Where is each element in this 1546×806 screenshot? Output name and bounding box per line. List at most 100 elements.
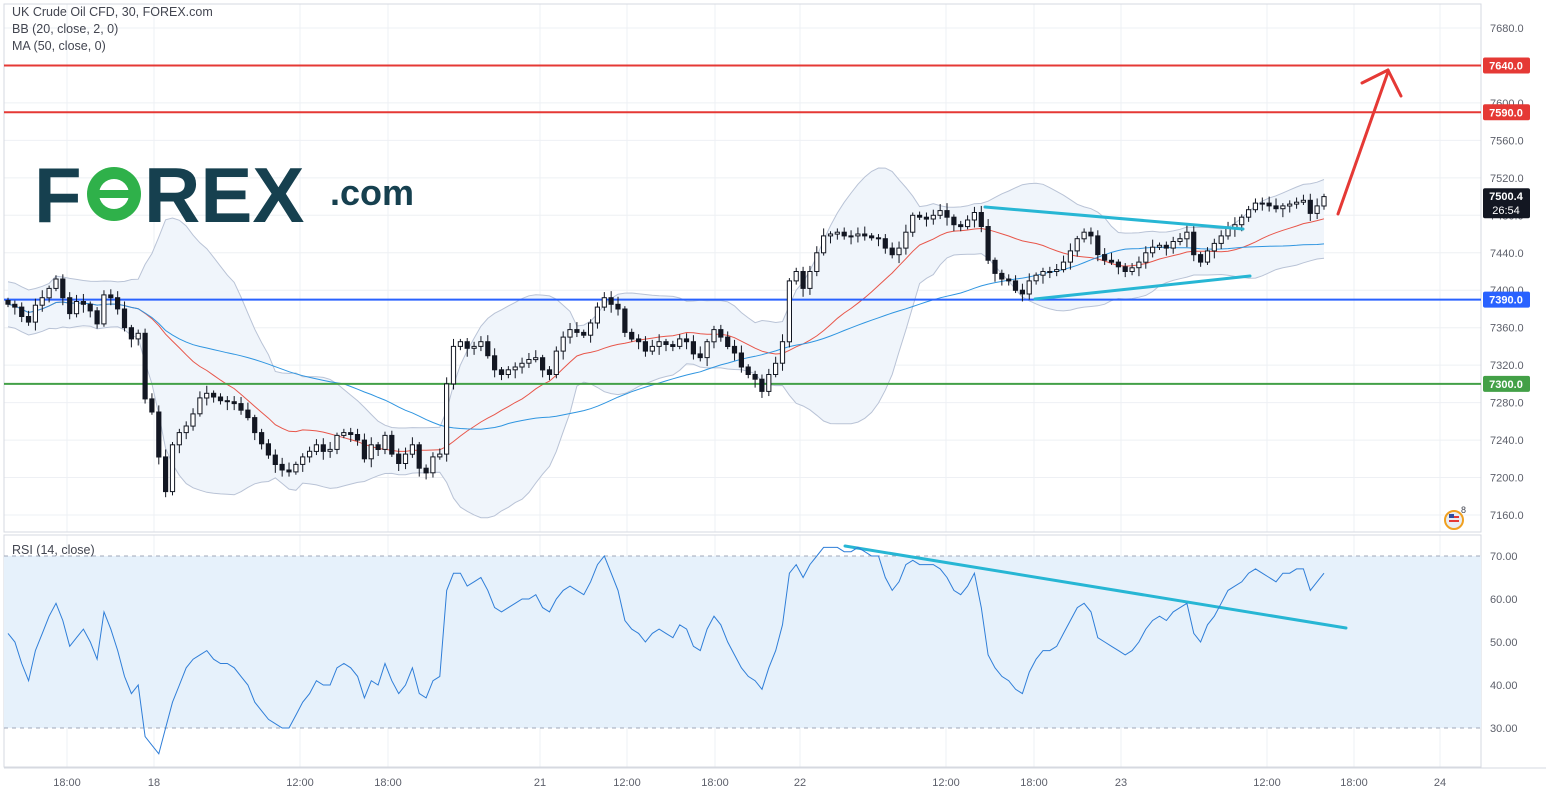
candle-body [231,401,237,405]
candle-body [1074,238,1080,252]
candle-body [409,444,415,455]
candle-body [581,331,587,336]
candle-body [951,216,957,226]
candle-body [53,278,59,289]
candle-body [663,341,669,346]
candle-body [930,214,936,220]
candle-body [869,235,875,239]
candle-body [944,210,950,218]
candle-body [683,338,690,343]
candle-body [910,214,916,233]
candle-body [862,233,868,237]
rsi-tick-label: 50.00 [1490,637,1518,649]
price-labels: 7640.0 7590.0 7500.4 26:54 7390.0 7300.0 [1483,57,1530,392]
candle-body [917,214,923,218]
candle-body [265,443,271,456]
candle-body [1054,269,1060,273]
candle-body [183,425,189,434]
candle-body [533,357,539,361]
candle-body [773,362,779,375]
candle-body [1115,261,1122,268]
symbol-title[interactable]: UK Crude Oil CFD, 30, FOREX.com [12,5,213,19]
candle-body [889,247,895,256]
candle-body [1102,254,1108,261]
candle-body [759,378,765,392]
candle-body [958,224,964,228]
candle-body [217,396,224,402]
candle-body [793,271,799,282]
candle-body [1225,227,1231,237]
breakout-arrow-head-left [1360,68,1390,85]
candle-body [690,341,696,355]
candle-body [786,280,792,343]
rsi-line [7,546,1325,755]
candle-body [519,362,525,368]
candle-body [615,303,621,310]
candle-body [807,271,813,289]
candle-body [135,332,141,340]
candle-body [1273,205,1279,210]
candle-body [348,432,354,436]
candle-body [1088,231,1094,237]
candle-body [1218,235,1224,244]
candle-body [471,345,477,349]
candle-body [1252,202,1259,211]
candle-body [1211,242,1217,252]
candle-body [450,345,457,385]
candle-body [252,417,258,434]
candle-body [574,329,580,333]
candle-body [834,231,840,235]
candle-body [197,397,203,415]
candle-body [560,336,566,352]
rsi-series-line [7,546,1325,755]
flag-events-icon[interactable]: 8 [1443,505,1469,531]
candle-body [779,341,786,364]
price-tick-label: 7320.0 [1490,360,1524,372]
breakout-arrow-head-right [1386,68,1403,98]
candle-body [1266,202,1272,207]
candle-body [1294,201,1300,205]
candle-body [402,453,409,465]
candle-body [1307,199,1313,214]
candle-body [1143,252,1149,263]
candle-body [204,392,210,399]
price-tick-label: 7560.0 [1490,135,1524,147]
candle-body [567,329,573,338]
horizontal-levels [4,64,1481,385]
rsi-tick-label: 30.00 [1490,723,1518,735]
candle-body [190,413,196,427]
bb-legend[interactable]: BB (20, close, 2, 0) [12,22,119,36]
candle-body [505,369,511,375]
candlestick-series [5,193,1327,498]
candle-body [1136,261,1142,269]
candle-body [821,235,827,254]
candle-body [546,369,553,375]
ma-legend[interactable]: MA (50, close, 0) [12,39,106,53]
candle-body [1184,231,1190,240]
time-tick-label: 21 [534,777,546,789]
time-tick-label: 12:00 [1253,777,1281,789]
candle-body [437,453,443,458]
rsi-legend[interactable]: RSI (14, close) [12,543,95,557]
candle-body [1156,244,1163,248]
candle-body [875,237,882,240]
candle-body [1239,216,1245,226]
candle-body [444,383,450,455]
candle-body [1280,205,1286,210]
candle-body [307,450,313,458]
candle-body [272,454,278,466]
time-tick-label: 23 [1115,777,1127,789]
candle-body [1246,209,1252,218]
candle-body [1170,241,1176,249]
candle-body [5,300,11,305]
candle-body [656,341,662,347]
candle-body [649,345,655,352]
candle-body [827,233,834,237]
candle-body [896,247,902,256]
candle-body [320,444,326,452]
rsi-band-fill [4,556,1481,728]
candle-body [985,226,991,261]
candle-body [1321,196,1327,207]
candle-body [224,400,230,403]
